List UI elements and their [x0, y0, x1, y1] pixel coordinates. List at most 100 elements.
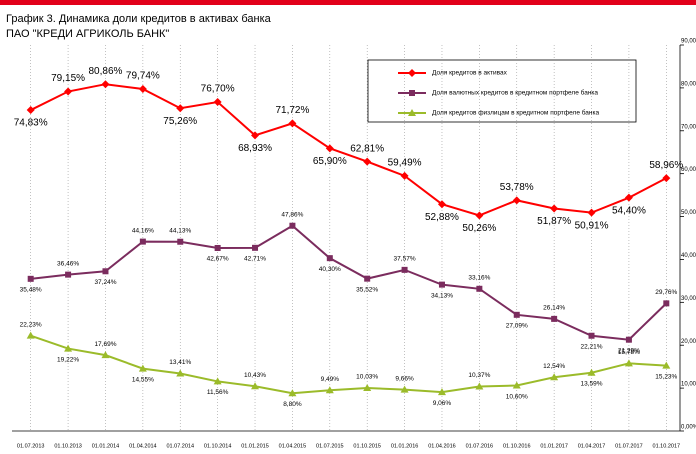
- data-label: 34,13%: [431, 292, 453, 299]
- x-tick-label: 01.01.2017: [540, 443, 568, 449]
- data-label: 29,76%: [655, 289, 677, 296]
- x-tick-label: 01.07.2017: [615, 443, 643, 449]
- data-point: [512, 381, 521, 389]
- data-point: [213, 377, 222, 385]
- legend-marker: [409, 90, 415, 96]
- x-tick-label: 01.10.2015: [353, 443, 381, 449]
- data-label: 44,16%: [132, 227, 154, 234]
- data-label: 21,29%: [618, 347, 640, 354]
- data-label: 9,66%: [395, 375, 414, 382]
- data-label: 79,15%: [51, 73, 85, 84]
- data-label: 10,03%: [356, 374, 378, 381]
- chart-subtitle: ПАО "КРЕДИ АГРИКОЛЬ БАНК": [6, 28, 169, 40]
- y-tick-label: 60,00%: [681, 167, 696, 173]
- data-point: [476, 285, 483, 292]
- data-point: [588, 332, 595, 339]
- data-point: [363, 157, 372, 166]
- data-label: 42,67%: [207, 256, 229, 263]
- legend-label: Доля кредитов физлицам в кредитном портф…: [432, 109, 599, 117]
- data-point: [101, 351, 110, 359]
- data-label: 52,88%: [425, 212, 459, 223]
- y-tick-label: 0,00%: [681, 425, 696, 431]
- data-label: 13,59%: [581, 380, 603, 387]
- data-point: [325, 144, 334, 153]
- data-label: 74,83%: [14, 118, 48, 129]
- data-label: 54,40%: [612, 205, 646, 216]
- data-point: [251, 382, 260, 390]
- data-label: 62,81%: [350, 143, 384, 154]
- data-point: [513, 311, 520, 318]
- data-point: [177, 238, 184, 245]
- data-label: 50,26%: [462, 223, 496, 234]
- legend-marker: [408, 109, 416, 116]
- data-label: 58,96%: [649, 160, 683, 171]
- x-tick-label: 01.10.2017: [653, 443, 681, 449]
- data-label: 10,60%: [506, 393, 528, 400]
- data-label: 47,86%: [281, 211, 303, 218]
- data-label: 15,78%: [618, 349, 640, 356]
- data-label: 42,71%: [244, 256, 266, 263]
- data-point: [624, 359, 633, 367]
- data-label: 8,80%: [283, 401, 302, 408]
- x-tick-label: 01.04.2016: [428, 443, 456, 449]
- x-tick-label: 01.01.2014: [92, 443, 120, 449]
- data-point: [326, 255, 333, 262]
- data-point: [400, 385, 409, 393]
- data-point: [64, 87, 73, 96]
- x-tick-label: 01.10.2016: [503, 443, 531, 449]
- y-tick-label: 20,00%: [681, 339, 696, 345]
- data-point: [364, 275, 371, 282]
- data-point: [138, 85, 147, 94]
- data-label: 13,41%: [169, 359, 191, 366]
- data-label: 36,46%: [57, 260, 79, 267]
- x-tick-label: 01.10.2013: [54, 443, 82, 449]
- x-tick-label: 01.01.2016: [391, 443, 419, 449]
- y-tick-label: 40,00%: [681, 253, 696, 259]
- data-point: [550, 204, 559, 213]
- data-point: [65, 271, 72, 278]
- x-tick-label: 01.04.2014: [129, 443, 157, 449]
- data-point: [475, 211, 484, 220]
- y-tick-label: 50,00%: [681, 210, 696, 216]
- series-line: [30, 334, 667, 395]
- y-tick-label: 30,00%: [681, 296, 696, 302]
- data-label: 22,23%: [20, 321, 42, 328]
- data-label: 22,21%: [581, 343, 603, 350]
- data-point: [663, 300, 670, 307]
- y-tick-label: 80,00%: [681, 81, 696, 87]
- data-label: 44,13%: [169, 227, 191, 234]
- data-point: [252, 244, 259, 251]
- data-point: [176, 369, 185, 377]
- data-point: [64, 344, 73, 352]
- data-point: [437, 200, 446, 209]
- data-point: [101, 80, 110, 89]
- data-label: 40,30%: [319, 266, 341, 273]
- data-label: 14,55%: [132, 376, 154, 383]
- data-point: [662, 174, 671, 183]
- data-label: 53,78%: [500, 182, 534, 193]
- data-point: [26, 106, 35, 115]
- data-label: 9,06%: [433, 400, 452, 407]
- data-point: [587, 208, 596, 217]
- x-tick-label: 01.07.2013: [17, 443, 45, 449]
- data-label: 11,56%: [207, 389, 229, 396]
- data-label: 15,23%: [655, 373, 677, 380]
- x-tick-label: 01.10.2014: [204, 443, 232, 449]
- data-label: 33,16%: [468, 274, 490, 281]
- data-point: [662, 361, 671, 369]
- data-point: [475, 382, 484, 390]
- x-tick-label: 01.07.2015: [316, 443, 344, 449]
- data-label: 37,24%: [94, 279, 116, 286]
- data-point: [138, 364, 147, 372]
- data-point: [363, 383, 372, 391]
- x-tick-label: 01.07.2016: [466, 443, 494, 449]
- data-label: 68,93%: [238, 143, 272, 154]
- data-point: [214, 244, 221, 251]
- data-label: 27,09%: [506, 323, 528, 330]
- data-point: [288, 119, 297, 128]
- data-label: 50,91%: [575, 220, 609, 231]
- data-label: 10,43%: [244, 372, 266, 379]
- data-point: [139, 238, 146, 245]
- y-tick-label: 70,00%: [681, 124, 696, 130]
